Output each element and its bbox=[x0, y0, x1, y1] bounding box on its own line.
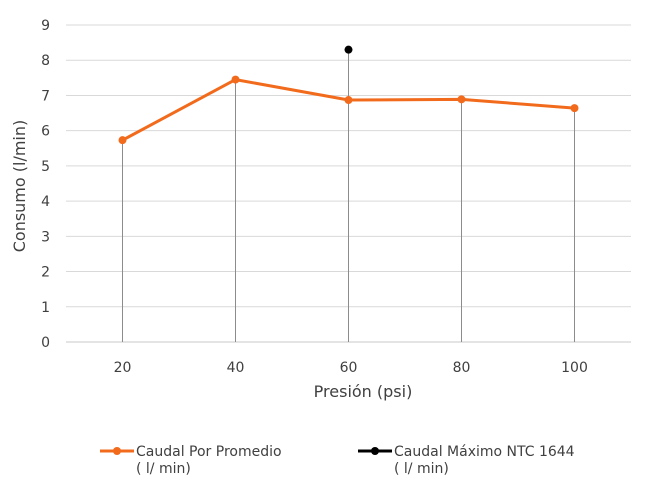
legend-item: Caudal Por Promedio( l/ min) bbox=[100, 444, 282, 477]
y-tick-label: 3 bbox=[41, 229, 50, 245]
y-tick-label: 1 bbox=[41, 300, 50, 316]
x-tick-label: 80 bbox=[453, 360, 471, 376]
y-tick-label: 4 bbox=[41, 194, 50, 210]
legend-label: Caudal Máximo NTC 1644 bbox=[394, 444, 575, 460]
legend-label: ( l/ min) bbox=[136, 461, 191, 477]
data-point bbox=[231, 75, 240, 84]
y-tick-label: 0 bbox=[41, 335, 50, 351]
y-axis-title: Consumo (l/min) bbox=[10, 120, 29, 253]
legend: Caudal Por Promedio( l/ min)Caudal Máxim… bbox=[100, 444, 575, 477]
x-tick-label: 20 bbox=[114, 360, 132, 376]
y-tick-label: 7 bbox=[41, 88, 50, 104]
x-tick-label: 40 bbox=[227, 360, 245, 376]
x-axis-ticks: 20 40 60 80 100 bbox=[114, 360, 588, 376]
data-point bbox=[118, 136, 127, 145]
data-point bbox=[570, 104, 579, 113]
y-axis-ticks: 0 1 2 3 4 5 6 7 8 9 bbox=[41, 18, 50, 351]
drop-lines bbox=[122, 49, 575, 342]
x-tick-label: 100 bbox=[561, 360, 588, 376]
y-tick-label: 6 bbox=[41, 124, 50, 140]
data-point bbox=[457, 95, 466, 104]
x-axis-title: Presión (psi) bbox=[314, 382, 413, 401]
y-tick-label: 9 bbox=[41, 18, 50, 34]
legend-swatch-marker bbox=[113, 447, 121, 455]
legend-label: Caudal Por Promedio bbox=[136, 444, 282, 460]
data-point bbox=[344, 96, 353, 105]
y-tick-label: 8 bbox=[41, 53, 50, 69]
x-tick-label: 60 bbox=[340, 360, 358, 376]
legend-label: ( l/ min) bbox=[394, 461, 449, 477]
legend-swatch-marker bbox=[371, 447, 379, 455]
data-point bbox=[344, 45, 353, 54]
y-tick-label: 2 bbox=[41, 265, 50, 281]
series bbox=[118, 45, 579, 145]
legend-item: Caudal Máximo NTC 1644( l/ min) bbox=[358, 444, 575, 477]
y-tick-label: 5 bbox=[41, 159, 50, 175]
